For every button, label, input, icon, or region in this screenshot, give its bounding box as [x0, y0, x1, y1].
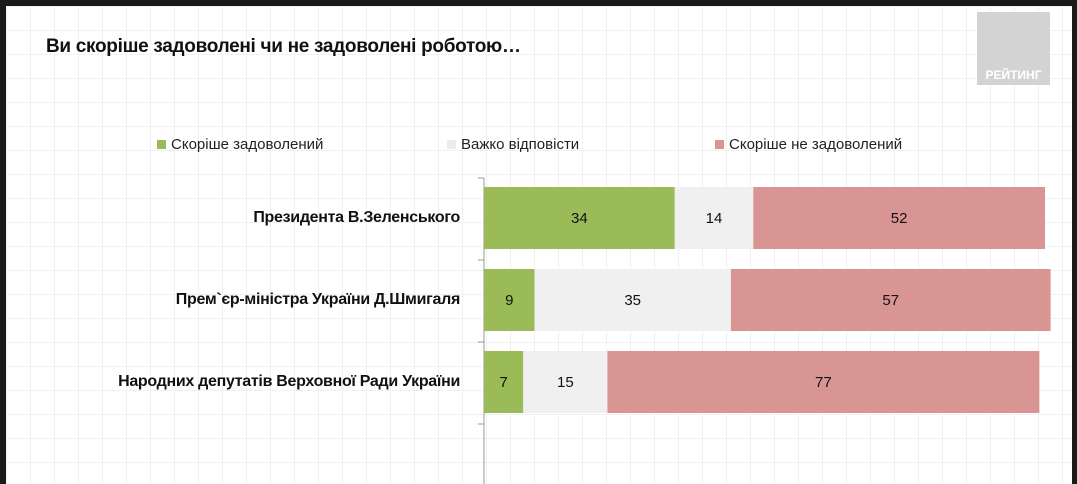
bar-segment [534, 269, 731, 331]
bar-segment [523, 351, 608, 413]
legend-label: Скоріше задоволений [171, 136, 324, 153]
rating-logo: РЕЙТИНГ [977, 12, 1050, 85]
legend-item-satisfied: Скоріше задоволений [157, 136, 323, 153]
legend-label: Скоріше не задоволений [729, 136, 903, 153]
data-label: 52 [891, 210, 908, 227]
bar-segment [753, 187, 1045, 249]
bar-segment [674, 187, 754, 249]
bar-segment [730, 269, 1051, 331]
legend-label: Важко відповісти [461, 136, 580, 153]
data-label: 35 [624, 292, 641, 309]
data-label: 34 [571, 210, 588, 227]
category-label: Президента В.Зеленського [253, 209, 460, 226]
slide: Ви скоріше задоволені чи не задоволені р… [6, 6, 1072, 484]
legend-item-not-satisfied: Скоріше не задоволений [715, 136, 902, 153]
legend-swatch-gray [447, 140, 456, 149]
bar-segment [484, 187, 675, 249]
bar-segment [607, 351, 1040, 413]
data-label: 57 [882, 292, 899, 309]
legend-swatch-pink [715, 140, 724, 149]
legend-swatch-green [157, 140, 166, 149]
data-label: 77 [815, 374, 832, 391]
bar-chart: 34 14 52 9 35 57 7 15 77 [478, 177, 1051, 484]
data-label: 7 [499, 374, 507, 391]
bar-segment [484, 269, 535, 331]
logo-text: РЕЙТИНГ [985, 68, 1042, 82]
category-label: Прем`єр-міністра України Д.Шмигаля [175, 291, 461, 308]
chart-title: Ви скоріше задоволені чи не задоволені р… [46, 36, 521, 57]
data-label: 9 [505, 292, 513, 309]
legend-item-hard-to-say: Важко відповісти [447, 136, 579, 153]
data-label: 15 [557, 374, 574, 391]
category-label: Народних депутатів Верховної Ради Україн… [118, 373, 460, 390]
data-label: 14 [706, 210, 723, 227]
bar-segment [484, 351, 524, 413]
